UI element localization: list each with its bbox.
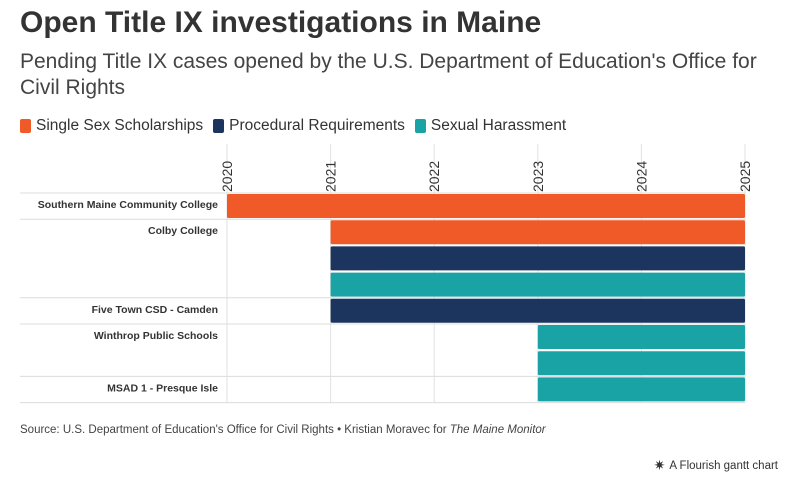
chart-subtitle: Pending Title IX cases opened by the U.S… <box>20 50 757 99</box>
legend-item-single-sex-scholarships[interactable]: Single Sex Scholarships <box>20 117 203 135</box>
gantt-bar <box>330 220 745 245</box>
legend-swatch <box>213 119 225 133</box>
legend-swatch <box>20 119 31 133</box>
x-tick-label: 2021 <box>323 161 339 192</box>
flourish-star-icon: ✷ <box>653 457 666 473</box>
credit-text: A Flourish gantt chart <box>669 459 778 472</box>
row-label: Southern Maine Community College <box>38 199 218 211</box>
gantt-bar <box>227 194 745 218</box>
source-text: Source: U.S. Department of Education's O… <box>20 424 450 436</box>
flourish-credit[interactable]: ✷ A Flourish gantt chart <box>654 457 778 474</box>
source-note: Source: U.S. Department of Education's O… <box>20 424 546 436</box>
legend-swatch <box>414 119 426 133</box>
gantt-bar <box>537 325 745 349</box>
row-label: Colby College <box>148 225 218 237</box>
legend-item-sexual-harassment[interactable]: Sexual Harassment <box>414 117 567 135</box>
gantt-bar <box>330 272 745 297</box>
row-label: Five Town CSD - Camden <box>92 304 218 316</box>
gantt-bar <box>537 351 745 376</box>
gantt-chart: 2020 2021 2022 2023 2024 2025 Southern Maine C… <box>20 144 753 404</box>
legend-label: Procedural Requirements <box>229 117 405 134</box>
gantt-bar <box>330 298 745 323</box>
source-publication: The Maine Monitor <box>449 424 546 436</box>
x-tick-label: 2023 <box>530 161 546 192</box>
gantt-bar <box>537 377 745 402</box>
x-tick-label: 2025 <box>737 161 753 192</box>
x-tick-label: 2024 <box>633 161 649 192</box>
legend-label: Sexual Harassment <box>430 117 567 134</box>
legend-item-procedural-requirements[interactable]: Procedural Requirements <box>213 117 405 135</box>
gantt-bar <box>330 246 745 271</box>
legend-label: Single Sex Scholarships <box>36 117 204 134</box>
row-label: Winthrop Public Schools <box>94 330 218 342</box>
x-tick-label: 2022 <box>426 161 442 192</box>
row-label: MSAD 1 - Presque Isle <box>107 382 218 394</box>
legend: Single Sex Scholarships Procedural Requi… <box>20 117 576 135</box>
x-tick-label: 2020 <box>219 161 235 192</box>
chart-title: Open Title IX investigations in Maine <box>20 6 542 39</box>
